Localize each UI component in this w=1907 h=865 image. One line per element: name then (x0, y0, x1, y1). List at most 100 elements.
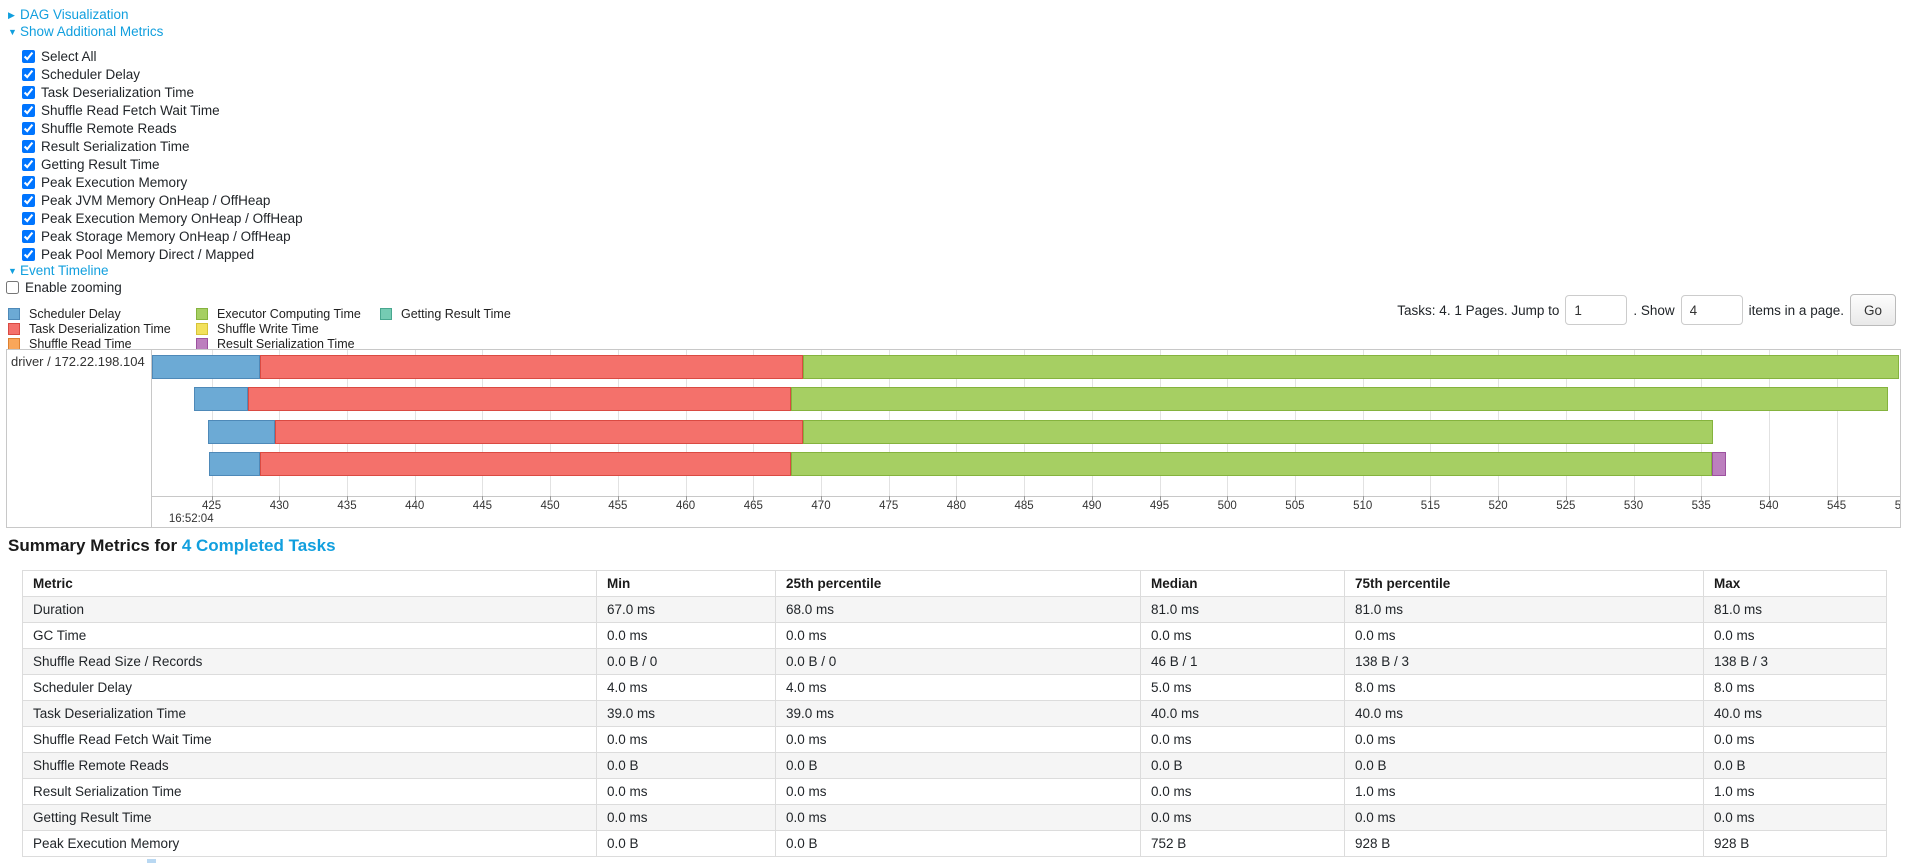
metric-checkbox-result-serialization-time[interactable]: Result Serialization Time (22, 137, 303, 155)
legend-label: Executor Computing Time (217, 306, 361, 321)
metric-checkbox-peak-jvm-memory-onheap-offheap[interactable]: Peak JVM Memory OnHeap / OffHeap (22, 191, 303, 209)
metric-value-cell: 0.0 ms (1344, 726, 1704, 753)
timeline-legend: Scheduler Delay Task Deserialization Time… (8, 306, 568, 351)
legend-label: Task Deserialization Time (29, 321, 171, 336)
tick-mark (1633, 496, 1635, 500)
tasks-count-label: Tasks: 4. 1 Pages. Jump to (1397, 302, 1560, 318)
task-bar-segment-scheduler-delay[interactable] (207, 420, 276, 444)
task-bar-segment-task-deserialization-time[interactable] (248, 387, 792, 411)
show-additional-metrics-toggle[interactable]: ▼ Show Additional Metrics (8, 24, 163, 39)
legend-swatch-icon (8, 337, 20, 350)
metric-checkbox-scheduler-delay[interactable]: Scheduler Delay (22, 65, 303, 83)
metric-checkbox-task-deserialization-time[interactable]: Task Deserialization Time (22, 83, 303, 101)
checkbox-input[interactable] (22, 193, 35, 207)
metric-value-cell: 0.0 ms (775, 778, 1141, 805)
task-bar-segment-scheduler-delay[interactable] (194, 387, 249, 411)
tick-mark (1362, 496, 1364, 500)
show-additional-metrics-link[interactable]: Show Additional Metrics (20, 24, 164, 39)
timeline-x-axis (7, 496, 1900, 527)
task-bar-segment-task-deserialization-time[interactable] (260, 355, 804, 379)
checkbox-input[interactable] (22, 121, 35, 135)
legend-column: Executor Computing Time Shuffle Write Tim… (196, 306, 380, 351)
task-bar-segment-task-deserialization-time[interactable] (275, 420, 804, 444)
axis-tick-label: 510 (1353, 500, 1373, 512)
metric-name-cell: Peak Execution Memory (22, 830, 597, 857)
metric-checkbox-getting-result-time[interactable]: Getting Result Time (22, 155, 303, 173)
event-timeline-toggle[interactable]: ▼ Event Timeline (8, 263, 109, 278)
checkbox-input[interactable] (22, 85, 35, 99)
task-bar-segment-executor-computing-time[interactable] (803, 420, 1714, 444)
task-bar-segment-executor-computing-time[interactable] (791, 452, 1713, 476)
tick-mark (482, 496, 484, 500)
legend-swatch-icon (8, 322, 20, 335)
jump-to-page-input[interactable] (1565, 295, 1628, 325)
legend-label: Scheduler Delay (29, 306, 121, 321)
metric-checkbox-select-all[interactable]: Select All (22, 47, 303, 65)
checkbox-input[interactable] (22, 157, 35, 171)
dag-visualization-link[interactable]: DAG Visualization (20, 7, 129, 22)
checkbox-label: Peak JVM Memory OnHeap / OffHeap (41, 192, 271, 208)
checkbox-input[interactable] (22, 67, 35, 81)
metric-value-cell: 0.0 ms (1703, 622, 1887, 649)
task-bar-segment-result-serialization-time[interactable] (1712, 452, 1726, 476)
legend-label: Shuffle Write Time (217, 321, 319, 336)
enable-zooming-checkbox[interactable] (6, 281, 19, 294)
cutoff-next-section (147, 859, 156, 863)
col-header-median: Median (1140, 570, 1345, 597)
page-size-input[interactable] (1680, 295, 1743, 325)
metric-value-cell: 0.0 B (775, 752, 1141, 779)
task-bar-segment-executor-computing-time[interactable] (791, 387, 1889, 411)
task-bar-segment-task-deserialization-time[interactable] (260, 452, 792, 476)
checkbox-label: Shuffle Remote Reads (41, 120, 177, 136)
metric-checkbox-peak-pool-memory-direct-mapped[interactable]: Peak Pool Memory Direct / Mapped (22, 245, 303, 263)
metric-value-cell: 68.0 ms (775, 596, 1141, 623)
task-bar-segment-scheduler-delay[interactable] (152, 355, 261, 379)
metric-name-cell: Shuffle Remote Reads (22, 752, 597, 779)
axis-start-time-label: 16:52:04 (168, 513, 214, 525)
axis-tick-label: 470 (811, 500, 831, 512)
axis-tick-label: 465 (743, 500, 763, 512)
metric-value-cell: 0.0 B / 0 (596, 648, 776, 675)
table-row-result-serialization-time: Result Serialization Time 0.0 ms 0.0 ms 0.0… (22, 778, 1887, 805)
metric-value-cell: 40.0 ms (1344, 700, 1704, 727)
checkbox-input[interactable] (22, 175, 35, 189)
checkbox-input[interactable] (22, 139, 35, 153)
axis-tick-label: 480 (946, 500, 966, 512)
metric-checkbox-shuffle-read-fetch-wait-time[interactable]: Shuffle Read Fetch Wait Time (22, 101, 303, 119)
dag-visualization-toggle[interactable]: ▶ DAG Visualization (8, 7, 129, 22)
legend-swatch-icon (196, 307, 208, 320)
tick-mark (888, 496, 890, 500)
tick-mark (685, 496, 687, 500)
metric-checkbox-peak-execution-memory[interactable]: Peak Execution Memory (22, 173, 303, 191)
task-bar-segment-scheduler-delay[interactable] (208, 452, 261, 476)
metric-value-cell: 138 B / 3 (1703, 648, 1887, 675)
metric-value-cell: 0.0 B (775, 830, 1141, 857)
metric-checkbox-peak-storage-memory-onheap-offheap[interactable]: Peak Storage Memory OnHeap / OffHeap (22, 227, 303, 245)
checkbox-input[interactable] (22, 247, 35, 261)
metric-value-cell: 40.0 ms (1703, 700, 1887, 727)
event-timeline-link[interactable]: Event Timeline (20, 263, 109, 278)
checkbox-input[interactable] (22, 49, 35, 63)
metric-value-cell: 39.0 ms (596, 700, 776, 727)
show-label: . Show (1633, 302, 1675, 318)
checkbox-input[interactable] (22, 211, 35, 225)
metric-value-cell: 0.0 ms (596, 778, 776, 805)
tick-mark (821, 496, 822, 500)
metric-name-cell: Getting Result Time (22, 804, 597, 831)
metric-checkbox-peak-execution-memory-onheap-offheap[interactable]: Peak Execution Memory OnHeap / OffHeap (22, 209, 303, 227)
checkbox-input[interactable] (22, 229, 35, 243)
task-bar-segment-executor-computing-time[interactable] (803, 355, 1899, 379)
metric-checkbox-shuffle-remote-reads[interactable]: Shuffle Remote Reads (22, 119, 303, 137)
checkbox-input[interactable] (22, 103, 35, 117)
completed-tasks-link[interactable]: 4 Completed Tasks (181, 536, 336, 555)
metric-name-cell: Result Serialization Time (22, 778, 597, 805)
axis-tick-label: 460 (676, 500, 696, 512)
go-button[interactable]: Go (1849, 294, 1896, 326)
axis-tick-label: 430 (269, 500, 289, 512)
metric-value-cell: 0.0 ms (1140, 726, 1345, 753)
legend-swatch-icon (196, 337, 208, 350)
legend-item-shuffle-write-time: Shuffle Write Time (196, 321, 380, 336)
axis-tick-label: 440 (405, 500, 425, 512)
summary-metrics-table: Metric Min 25th percentile Median 75th perce… (22, 570, 1887, 857)
axis-tick-label: 485 (1014, 500, 1034, 512)
